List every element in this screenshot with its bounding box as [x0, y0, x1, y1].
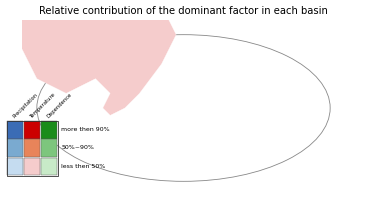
Bar [41, 139, 57, 157]
Text: 50%~90%: 50%~90% [61, 145, 94, 150]
Text: Precipitation: Precipitation [12, 92, 39, 119]
Text: Relative contribution of the dominant factor in each basin: Relative contribution of the dominant fa… [39, 6, 328, 16]
Text: less then 50%: less then 50% [61, 164, 105, 169]
Bar [7, 121, 58, 176]
Polygon shape [0, 0, 176, 115]
Bar [24, 139, 40, 157]
Text: more then 90%: more then 90% [61, 127, 110, 132]
Bar [7, 121, 23, 139]
Bar [7, 158, 23, 175]
Text: Temperature: Temperature [29, 91, 57, 119]
Ellipse shape [37, 35, 330, 181]
Bar [7, 139, 23, 157]
Bar [41, 121, 57, 139]
Bar [24, 158, 40, 175]
Text: Dependence: Dependence [46, 91, 73, 119]
Bar [24, 121, 40, 139]
Bar [41, 158, 57, 175]
